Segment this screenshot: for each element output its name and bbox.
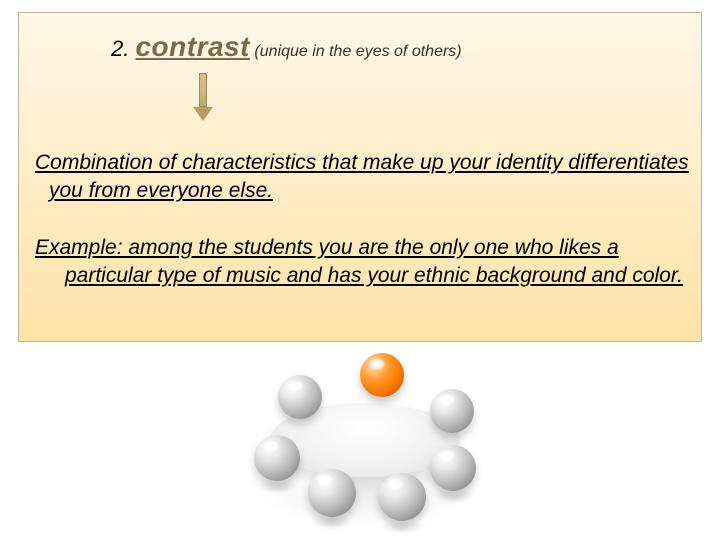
spheres-illustration	[230, 345, 500, 535]
sphere-reflection	[258, 479, 298, 493]
paragraph-definition: Combination of characteristics that make…	[35, 149, 689, 206]
heading-prefix: 2.	[111, 36, 135, 61]
content-box: 2. contrast (unique in the eyes of other…	[18, 12, 702, 342]
sphere-reflection	[434, 489, 474, 503]
sphere-reflection	[382, 519, 422, 533]
silver-sphere	[254, 435, 300, 481]
orange-sphere	[360, 353, 404, 397]
heading-main: contrast	[135, 31, 249, 62]
silver-sphere	[278, 375, 322, 419]
silver-sphere	[308, 469, 356, 517]
paragraph-example: Example: among the students you are the …	[35, 234, 689, 291]
heading-paren: (unique in the eyes of others)	[250, 43, 462, 60]
silver-sphere	[430, 445, 476, 491]
silver-sphere	[378, 473, 426, 521]
down-arrow-icon	[197, 73, 209, 121]
silver-sphere	[430, 389, 474, 433]
slide-heading: 2. contrast (unique in the eyes of other…	[111, 31, 689, 63]
sphere-reflection	[312, 515, 352, 529]
